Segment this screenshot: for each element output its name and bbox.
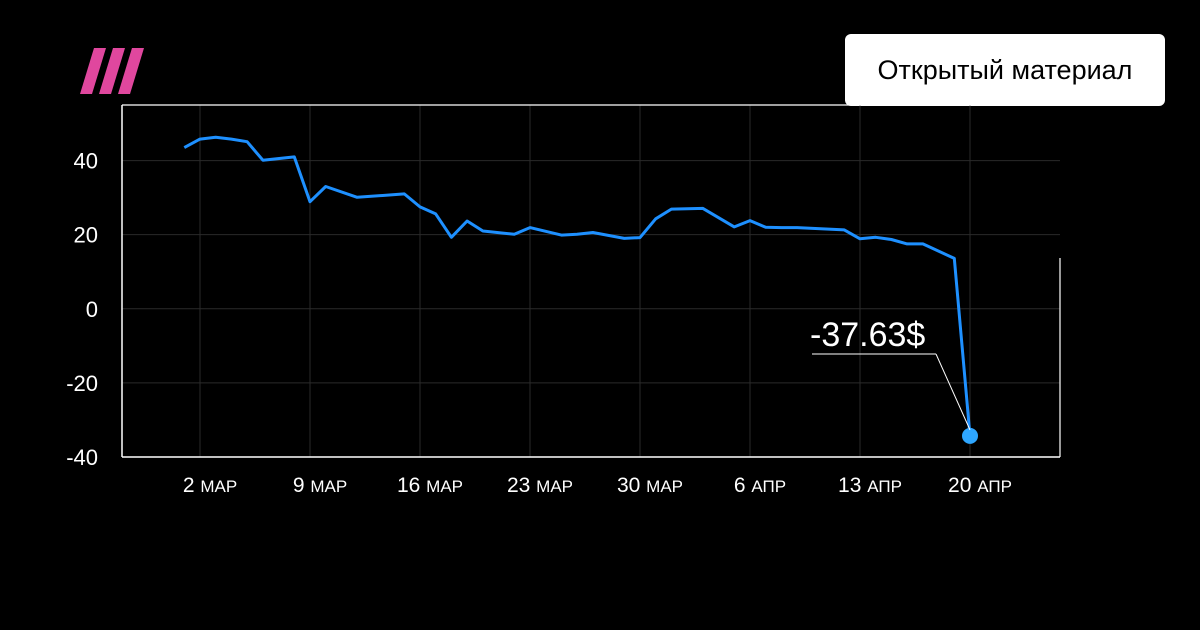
y-tick-label: -40: [66, 445, 98, 470]
last-point-marker: [962, 427, 978, 444]
x-tick-label: 16 МАР: [397, 474, 463, 497]
badge-label: Открытый материал: [877, 54, 1133, 85]
x-tick-label: 30 МАР: [617, 474, 683, 497]
y-tick-label: 40: [74, 149, 98, 174]
annotation-label: -37.63$: [810, 316, 925, 354]
logo-stripe: [99, 48, 125, 94]
y-tick-label: 20: [74, 223, 98, 248]
x-tick-label: 2 МАР: [183, 474, 237, 497]
open-material-badge[interactable]: Открытый материал: [845, 34, 1165, 106]
logo-stripe: [80, 48, 106, 94]
y-tick-label: 0: [86, 297, 98, 322]
logo-stripe: [118, 48, 144, 94]
x-tick-label: 9 МАР: [293, 474, 347, 497]
annotation-leader: [935, 353, 971, 431]
x-tick-labels: 2 МАР 9 МАР 16 МАР 23 МАР 30 МАР 6 АПР 13 АПР 2…: [183, 474, 1012, 497]
x-tick-label: 13 АПР: [838, 474, 902, 497]
x-tick-label: 6 АПР: [734, 474, 786, 497]
y-tick-labels: 40 20 0 -20 -40: [66, 149, 98, 470]
tv-rain-logo-icon: [80, 48, 146, 94]
annotation: -37.63$: [810, 316, 978, 444]
y-tick-label: -20: [66, 371, 98, 396]
x-tick-label: 23 МАР: [507, 474, 573, 497]
series-line: [183, 135, 972, 437]
x-tick-label: 20 АПР: [948, 474, 1012, 497]
